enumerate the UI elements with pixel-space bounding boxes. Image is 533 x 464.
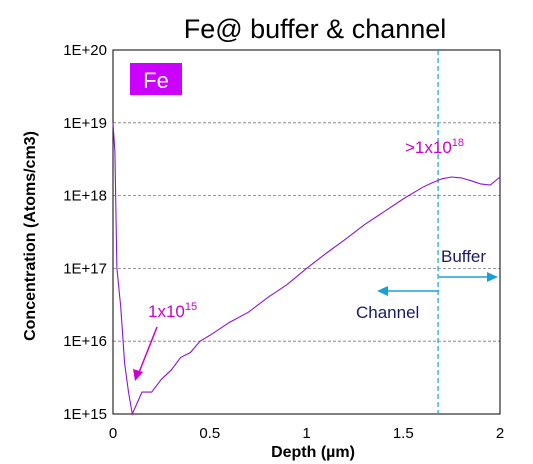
floor-annotation: 1x1015 (148, 301, 197, 321)
floor-arrow (137, 326, 158, 376)
channel-arrowhead (377, 286, 388, 296)
y-tick-label: 1E+18 (63, 188, 107, 205)
element-badge-label: Fe (143, 68, 169, 93)
x-tick-label: 0.5 (199, 425, 220, 442)
peak-annotation-base: >1x10 (405, 138, 452, 157)
floor-arrowhead (133, 369, 143, 381)
floor-annotation-base: 1x10 (148, 302, 185, 321)
x-tick-label: 0 (109, 425, 117, 442)
channel-label: Channel (356, 303, 419, 322)
x-tick-label: 1.5 (393, 425, 414, 442)
y-tick-label: 1E+20 (63, 42, 107, 59)
chart-title: Fe@ buffer & channel (184, 14, 447, 44)
y-tick-label: 1E+16 (63, 333, 107, 350)
peak-annotation-exp: 18 (452, 137, 464, 149)
y-tick-label: 1E+19 (63, 115, 107, 132)
grid-lines (113, 122, 500, 342)
series-line (112, 122, 501, 416)
x-axis-label: Depth (µm) (271, 444, 355, 461)
x-tick-labels: 0 0.5 1 1.5 2 (109, 425, 504, 442)
floor-annotation-exp: 15 (185, 301, 197, 313)
plot-frame (112, 49, 501, 415)
y-tick-labels: 1E+15 1E+16 1E+17 1E+18 1E+19 1E+20 (63, 42, 107, 423)
y-tick-label: 1E+17 (63, 260, 107, 277)
y-tick-label: 1E+15 (63, 406, 107, 423)
element-badge (130, 63, 182, 95)
peak-annotation: >1x1018 (405, 137, 464, 157)
x-tick-label: 1 (302, 425, 310, 442)
x-tick-label: 2 (496, 425, 504, 442)
buffer-arrowhead (487, 272, 498, 282)
buffer-label: Buffer (441, 247, 486, 266)
y-axis-label: Concentration (Atoms/cm3) (22, 131, 39, 341)
